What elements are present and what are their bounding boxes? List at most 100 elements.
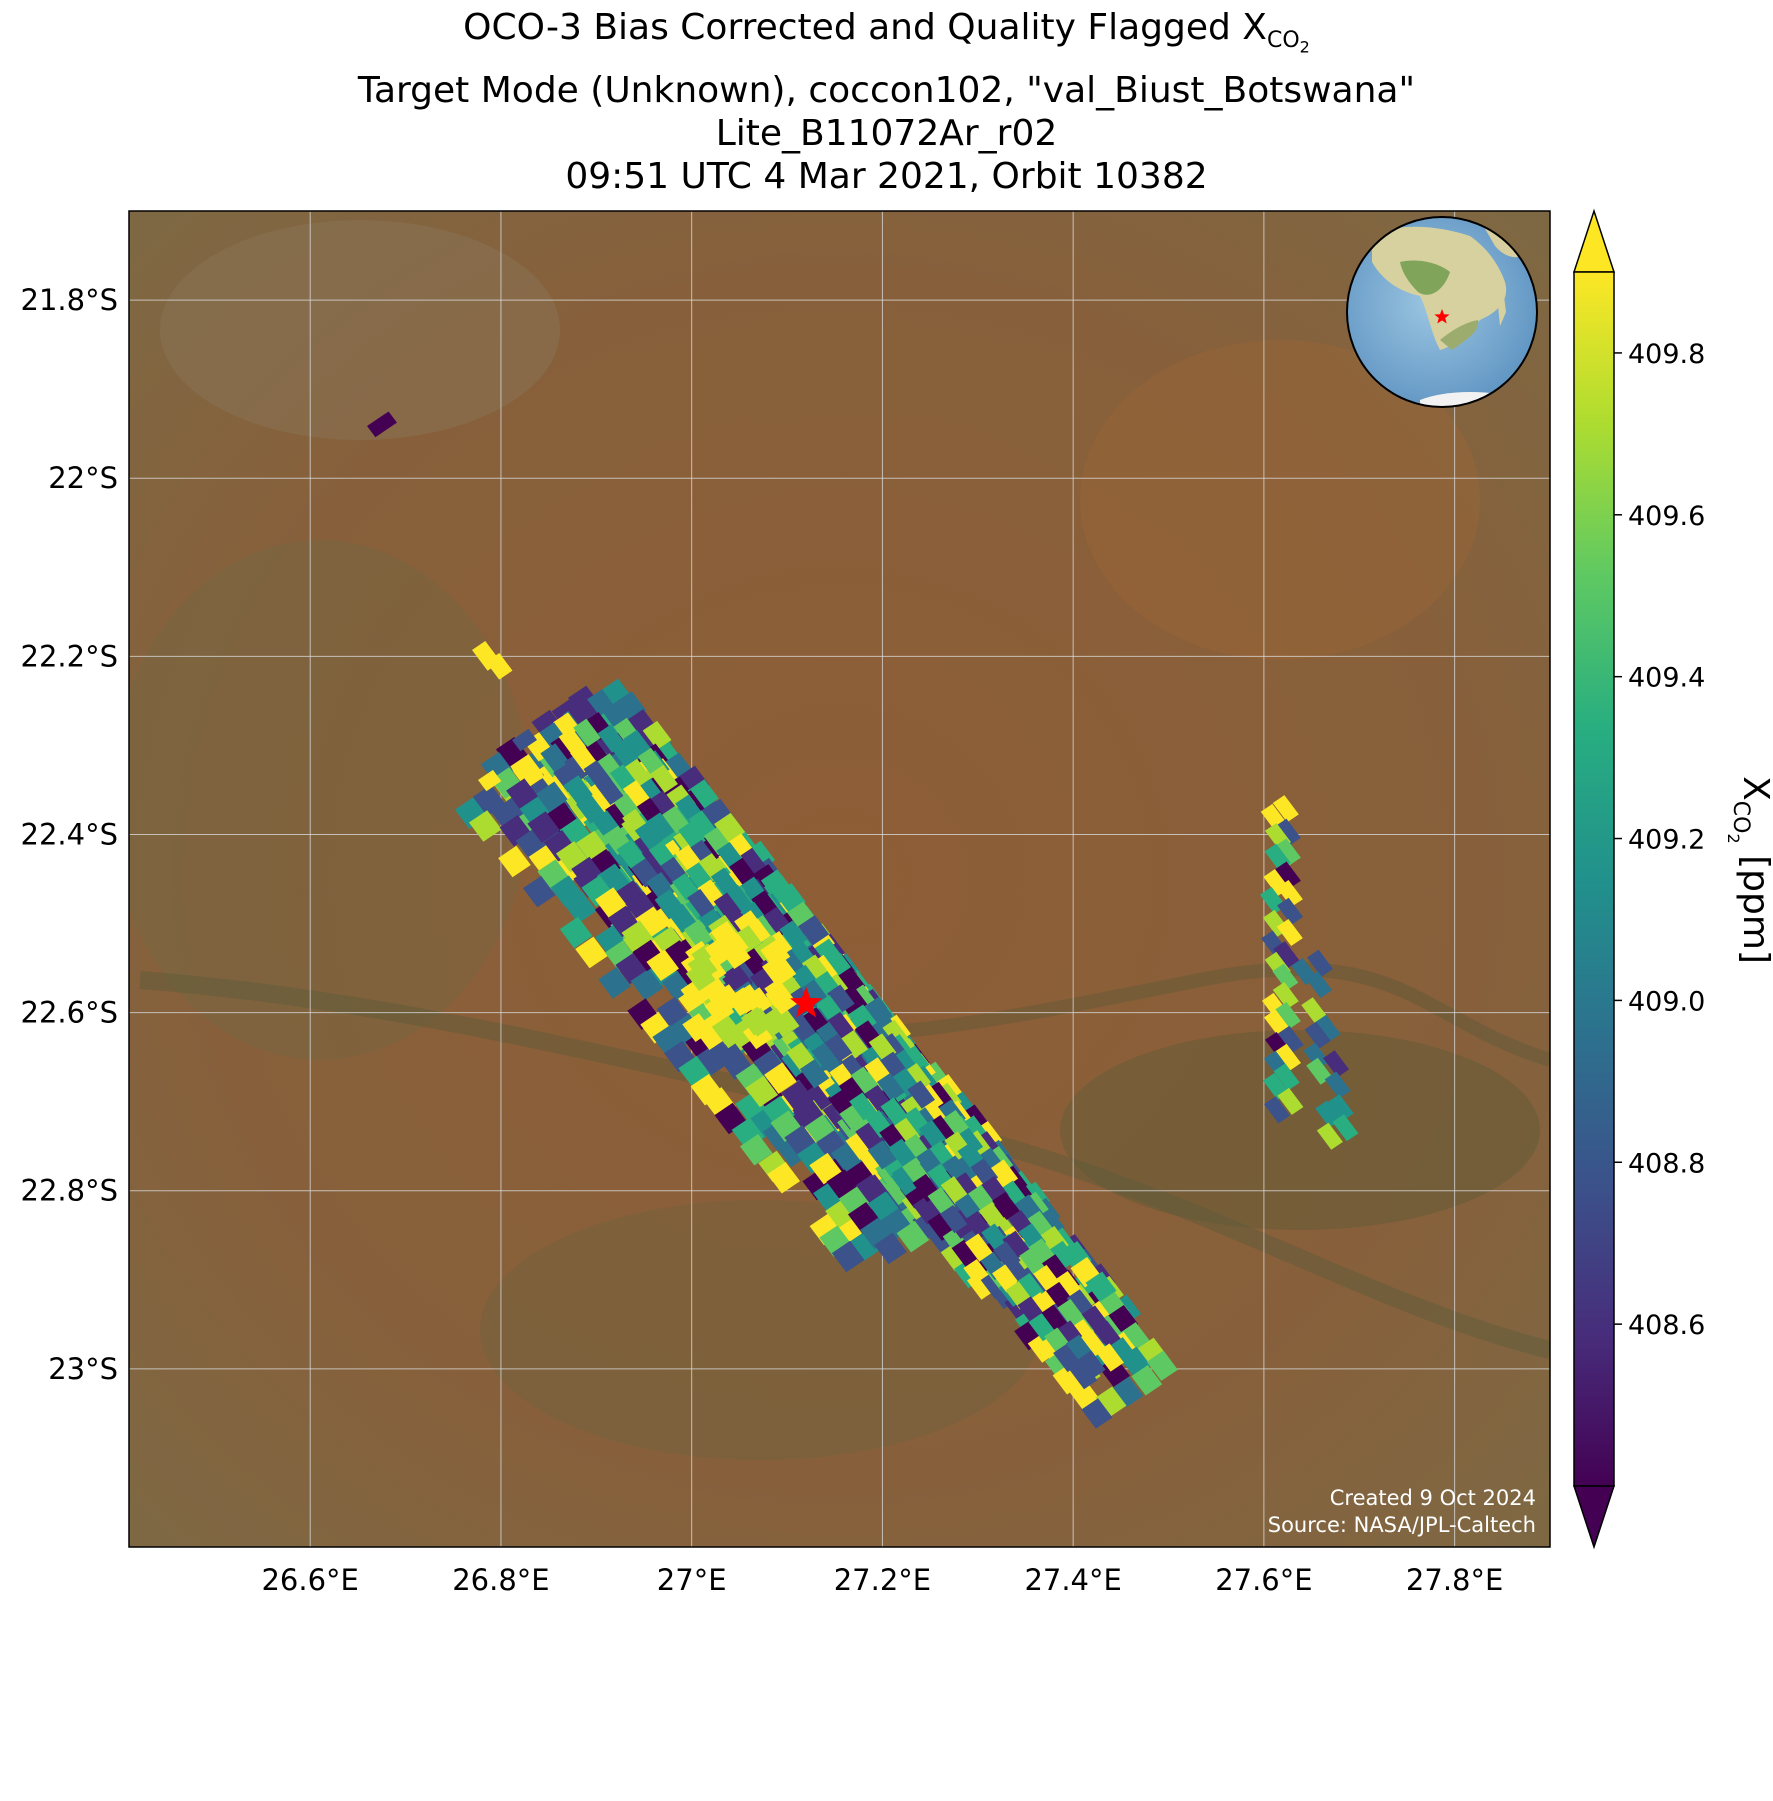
sounding-footprint [512,728,537,752]
sounding-footprint [596,863,630,896]
sounding-footprint [850,1066,878,1095]
sounding-footprint [595,776,624,806]
sounding-footprint [824,1033,853,1062]
sounding-footprint [867,1140,897,1170]
lat-tick-labels: 21.8°S 22°S 22.2°S 22.4°S 22.6°S 22.8°S 23°S [21,283,118,1386]
created-credit: Created 9 Oct 2024 [1330,1486,1536,1510]
sounding-footprint [840,1030,869,1059]
sounding-footprint [510,754,543,786]
sounding-footprint [1274,818,1301,846]
sounding-footprint [1119,1322,1151,1353]
lon-tick-label: 27°E [657,1563,727,1597]
sounding-footprint [478,769,502,792]
sounding-footprint [799,1059,830,1089]
sounding-footprint [704,937,735,966]
sounding-footprint [522,875,556,908]
sounding-footprint [486,653,513,680]
sounding-footprint [1314,1014,1341,1042]
sounding-footprint [1272,795,1299,823]
sounding-footprint [622,780,651,809]
sounding-footprint [714,812,746,844]
sounding-footprint [1316,1122,1343,1150]
lon-tick-label: 26.6°E [261,1563,358,1597]
sounding-footprint [704,994,735,1024]
sounding-footprint [724,884,753,913]
sounding-footprint [1323,1050,1350,1078]
sounding-footprint [831,1140,864,1173]
sounding-footprint [855,1121,885,1151]
sounding-footprint [650,764,678,793]
sounding-footprint [880,1097,909,1126]
sounding-footprint [1274,838,1301,866]
sounding-footprint [779,920,808,949]
sounding-footprint [739,1133,773,1166]
title-line-1: OCO-3 Bias Corrected and Quality Flagged… [463,7,1310,57]
star-shape [790,986,823,1018]
sounding-footprint [767,986,798,1015]
title-line-4: 09:51 UTC 4 Mar 2021, Orbit 10382 [565,155,1208,197]
sounding-footprint [1306,1057,1333,1085]
sounding-footprint [927,1114,955,1144]
lon-tick-label: 27.6°E [1215,1563,1312,1597]
map-frame [128,210,1551,1548]
xco2-swath [367,411,1359,1429]
sounding-footprint [766,956,797,986]
sounding-footprint [861,996,893,1028]
lon-tick-labels: 26.6°E 26.8°E 27°E 27.2°E 27.4°E 27.6°E 27.8°E [261,1563,1503,1597]
lat-tick-label: 22.8°S [21,1174,118,1208]
sounding-footprint [527,811,561,843]
satellite-basemap [129,211,1550,1547]
globe-site-star-icon [1434,309,1450,324]
sounding-footprint [685,962,716,992]
sounding-footprint [1324,1071,1351,1099]
star-shape [1434,309,1450,324]
lon-tick-label: 27.2°E [834,1563,931,1597]
sounding-footprint [1069,1361,1098,1390]
sounding-footprint [952,1152,982,1182]
sounding-footprint [1131,1365,1163,1396]
sounding-footprint [1040,1304,1068,1333]
sounding-footprint [876,1073,905,1102]
sounding-footprint [1019,1246,1047,1276]
sounding-footprint [978,1202,1007,1231]
sounding-footprint [849,1092,877,1121]
sounding-footprint [563,891,597,924]
sounding-footprint [827,984,855,1013]
sounding-footprint [686,888,715,918]
lat-tick-label: 21.8°S [21,283,118,317]
sounding-footprint [646,812,675,841]
colorbar-bar [1573,271,1615,1487]
sounding-footprint [1046,1240,1078,1272]
sounding-footprint [1054,1271,1083,1300]
sounding-footprint [849,1229,883,1261]
sounding-footprint [1057,1298,1085,1328]
colorbar-label: XCO2 [ppm] [1724,776,1773,964]
sounding-footprint [498,845,531,878]
sounding-footprint [1272,981,1299,1010]
sounding-footprint [1002,1230,1031,1259]
sounding-footprint [1304,1021,1331,1049]
sounding-footprint [1052,1364,1084,1395]
sounding-footprint [1277,897,1304,925]
sounding-footprint [1016,1272,1045,1302]
colorbar-tick-label: 409.2 [1628,825,1705,856]
sounding-footprint [1095,1386,1127,1417]
figure-title: OCO-3 Bias Corrected and Quality Flagged… [0,6,1773,198]
sounding-footprint [623,758,652,787]
sounding-footprint [1327,1094,1354,1122]
sounding-footprint [468,810,502,842]
sounding-footprint [896,1220,930,1253]
sounding-footprint [965,1233,993,1262]
title-line-3: Lite_B11072Ar_r02 [715,112,1058,154]
sounding-footprint [635,906,668,938]
sounding-footprint [1273,941,1300,969]
sounding-footprint [1272,963,1299,991]
lat-tick-label: 22.2°S [21,639,118,673]
sounding-footprint [711,1015,742,1045]
sounding-footprint [1096,1343,1124,1372]
colorbar-tick-label: 409.0 [1628,986,1705,1017]
sounding-footprint [831,1240,865,1273]
sounding-footprint [1274,1001,1301,1029]
sounding-footprint [573,718,601,747]
